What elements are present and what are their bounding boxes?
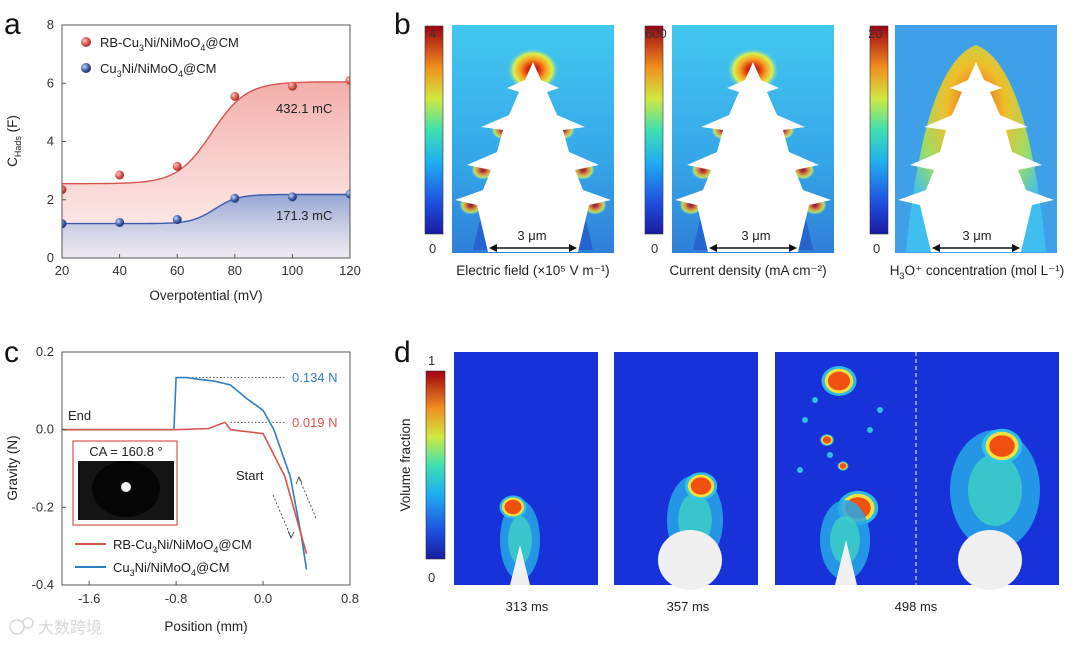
watermark-text: 大数跨境	[38, 618, 102, 637]
panel-b-field-maps	[424, 25, 1057, 253]
legend-cu3ni-c: Cu3Ni/NiMoO4@CM	[113, 560, 229, 578]
contact-angle-label: CA = 160.8 °	[89, 444, 163, 459]
annotation-0134n: 0.134 N	[292, 370, 338, 385]
colorbar-1-min: 0	[429, 241, 436, 256]
panel-c-ylabel: Gravity (N)	[5, 435, 20, 500]
xtick-label: 100	[282, 263, 304, 278]
point-0-3	[230, 91, 240, 101]
annotation-end: End	[68, 408, 91, 423]
time-357ms: 357 ms	[667, 599, 710, 614]
panel-a-ylabel: CHads (F)	[5, 115, 23, 167]
c-ytick-label: 0.0	[36, 422, 54, 437]
time-313ms: 313 ms	[506, 599, 549, 614]
d-colorbar-max: 1	[428, 353, 435, 368]
panel-a-xlabel: Overpotential (mV)	[149, 288, 262, 303]
point-1-0	[62, 219, 67, 229]
xtick-label: 80	[228, 263, 242, 278]
colorbar-2-max: 600	[645, 26, 667, 41]
panel-c-frame	[61, 351, 351, 586]
electrode-shape-3	[898, 62, 1054, 252]
panel-d-frames	[454, 352, 1059, 590]
panel-c-letter: c	[4, 336, 19, 369]
xtick-label: 120	[339, 263, 361, 278]
panel-c-chart: -1.6 -0.8 0.0 0.8 0.2 0.0 -0.2 -0.4 Position (m…	[5, 344, 359, 634]
panel-c-xlabel: Position (mm)	[164, 619, 247, 634]
d-ylabel: Volume fraction	[398, 418, 413, 511]
c-xtick-label: 0.8	[341, 591, 359, 606]
electrode-shape-2	[675, 62, 831, 252]
panel-d-letter: d	[394, 336, 411, 369]
colorbar-3	[869, 25, 889, 235]
watermark: 大数跨境	[9, 617, 102, 637]
annotation-start: Start	[236, 468, 264, 483]
c-ytick-label: -0.2	[32, 499, 54, 514]
c-ytick-label: -0.4	[32, 577, 54, 592]
colorbar-3-max: 20	[868, 26, 882, 41]
point-0-2	[172, 161, 182, 171]
colorbar-1-max: 4	[429, 26, 436, 41]
scale-label-1: 3 μm	[517, 228, 546, 243]
point-1-1	[115, 217, 125, 227]
c-xtick-label: -0.8	[165, 591, 187, 606]
ytick-label: 0	[47, 250, 54, 265]
c-xtick-label: -1.6	[78, 591, 100, 606]
time-498ms: 498 ms	[895, 599, 938, 614]
panel-a-legend: RB-Cu3Ni/NiMoO4@CM Cu3Ni/NiMoO4@CM	[81, 35, 239, 79]
svg-text:CHads (F): CHads (F)	[5, 115, 23, 167]
legend-cu3ni: Cu3Ni/NiMoO4@CM	[100, 61, 216, 79]
panel-d-colorbar: 1 0 Volume fraction	[398, 353, 446, 585]
xtick-label: 40	[112, 263, 126, 278]
point-0-5	[345, 75, 350, 85]
legend-rb-cu3ni-c: RB-Cu3Ni/NiMoO4@CM	[113, 537, 252, 555]
point-1-5	[345, 189, 350, 199]
colorbar-2	[644, 25, 664, 235]
point-1-4	[287, 192, 297, 202]
series-line-0	[62, 421, 308, 555]
point-1-3	[230, 193, 240, 203]
colorbar-3-min: 0	[873, 241, 880, 256]
panel-b-labels: 4 0 600 0 20 0 3 μm 3 μm 3 μm Electric f…	[429, 26, 1064, 281]
xtick-label: 60	[170, 263, 184, 278]
point-0-4	[287, 81, 297, 91]
direction-arrows	[272, 477, 317, 538]
legend-rb-cu3ni: RB-Cu3Ni/NiMoO4@CM	[100, 35, 239, 53]
ytick-label: 2	[47, 192, 54, 207]
colorbar-2-min: 0	[651, 241, 658, 256]
c-ytick-label: 0.2	[36, 344, 54, 359]
ytick-label: 4	[47, 134, 54, 149]
point-0-0	[62, 185, 67, 195]
point-0-1	[115, 170, 125, 180]
fit-line-1	[62, 193, 350, 225]
xtick-label: 20	[55, 263, 69, 278]
map-2-label: Current density (mA cm⁻²)	[669, 263, 826, 278]
scale-label-2: 3 μm	[741, 228, 770, 243]
c-xtick-label: 0.0	[254, 591, 272, 606]
contact-angle-inset: CA = 160.8 °	[72, 440, 178, 526]
scale-label-3: 3 μm	[962, 228, 991, 243]
map-3-label: H3O⁺ concentration (mol L⁻¹)	[890, 263, 1065, 281]
annotation-0019n: 0.019 N	[292, 415, 338, 430]
panel-a-letter: a	[4, 8, 21, 41]
electrode-shape-1	[455, 62, 611, 252]
panel-a-chart: 20 40 60 80 100 120 0 2 4 6 8 Overpotential (mV) C…	[5, 17, 361, 303]
colorbar-1	[424, 25, 444, 235]
d-colorbar-min: 0	[428, 570, 435, 585]
map-1-label: Electric field (×10⁵ V m⁻¹)	[456, 263, 609, 278]
ytick-label: 8	[47, 17, 54, 32]
fit-line-0	[62, 81, 350, 185]
panel-b-letter: b	[394, 8, 411, 41]
fit-area-1	[62, 194, 350, 258]
ytick-label: 6	[47, 75, 54, 90]
point-1-2	[172, 215, 182, 225]
panel-c-legend: RB-Cu3Ni/NiMoO4@CM Cu3Ni/NiMoO4@CM	[75, 537, 252, 578]
annotation-171mc: 171.3 mC	[276, 208, 332, 223]
annotation-432mc: 432.1 mC	[276, 101, 332, 116]
